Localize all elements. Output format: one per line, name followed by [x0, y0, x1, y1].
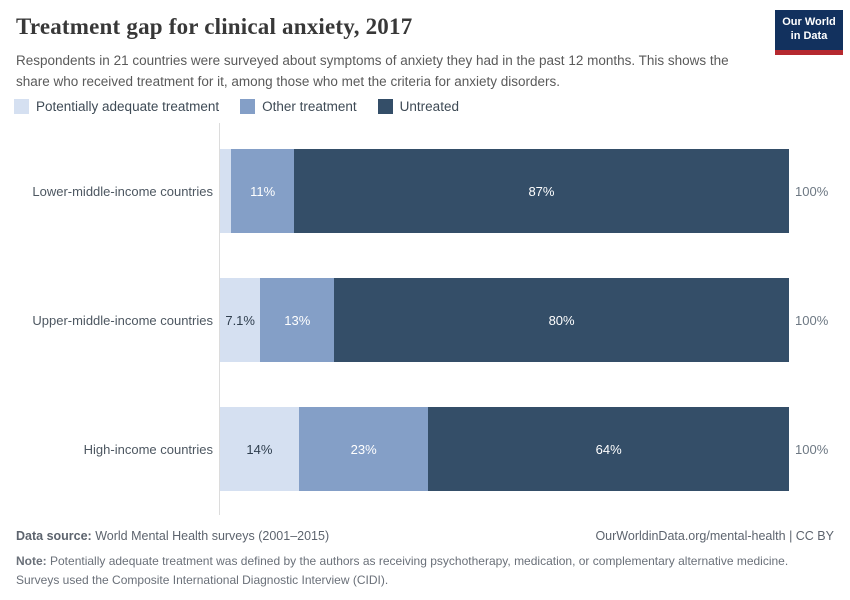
bar-value-label: 11%	[250, 183, 276, 199]
legend: Potentially adequate treatment Other trea…	[14, 99, 459, 114]
owid-url-link[interactable]: OurWorldinData.org/mental-health | CC BY	[595, 529, 834, 543]
chart-area: Lower-middle-income countries 11% 87% 100% U…	[0, 123, 850, 536]
footer: Data source: World Mental Health surveys…	[16, 529, 834, 589]
bar-value-label: 64%	[595, 441, 622, 457]
total-label: 100%	[795, 312, 829, 328]
legend-swatch-icon	[377, 99, 393, 114]
bar-segment[interactable]: 87%	[293, 149, 789, 233]
bar-segment[interactable]: 23%	[298, 407, 429, 491]
data-source-text: World Mental Health surveys (2001–2015)	[91, 529, 330, 543]
owid-logo-line1: Our World	[782, 16, 836, 28]
bar-value-label: 80%	[548, 312, 575, 328]
bar-segment[interactable]: 80%	[334, 278, 789, 362]
owid-logo-line2: in Data	[790, 29, 828, 42]
bar-segment[interactable]: 14%	[220, 407, 299, 491]
page-title: Treatment gap for clinical anxiety, 2017	[16, 14, 413, 39]
legend-label: Untreated	[399, 99, 459, 114]
footer-row: Data source: World Mental Health surveys…	[16, 529, 834, 543]
bar-segment[interactable]: 64%	[428, 407, 789, 491]
bar-segment[interactable]: 11%	[231, 149, 294, 233]
stacked-bar: 14% 23% 64%	[220, 407, 789, 491]
bar-value-label: 14%	[246, 441, 273, 457]
bar-value-label: 13%	[284, 312, 311, 328]
legend-item[interactable]: Untreated	[377, 99, 459, 114]
chart-row: Upper-middle-income countries 7.1% 13% 80% 1…	[0, 278, 850, 362]
category-label: Lower-middle-income countries	[32, 183, 213, 199]
stacked-bar: 7.1% 13% 80%	[220, 278, 789, 362]
bar-value-label: 87%	[528, 183, 555, 199]
legend-label: Potentially adequate treatment	[36, 99, 220, 114]
bar-segment[interactable]	[220, 149, 232, 233]
bar-segment[interactable]: 7.1%	[220, 278, 261, 362]
chart-row: High-income countries 14% 23% 64% 100%	[0, 407, 850, 491]
data-source-label: Data source:	[16, 529, 92, 543]
legend-swatch-icon	[14, 99, 29, 114]
owid-logo[interactable]: Our World in Data	[775, 10, 843, 55]
bar-value-label: 23%	[350, 441, 377, 457]
stacked-bar: 11% 87%	[220, 149, 789, 233]
note-label: Note:	[16, 554, 47, 568]
total-label: 100%	[795, 441, 829, 457]
chart-subtitle: Respondents in 21 countries were surveye…	[16, 53, 729, 89]
y-axis-line	[219, 123, 220, 515]
legend-item[interactable]: Other treatment	[240, 99, 357, 114]
note-text: Potentially adequate treatment was defin…	[16, 554, 789, 587]
data-source: Data source: World Mental Health surveys…	[16, 529, 329, 543]
bar-segment[interactable]: 13%	[260, 278, 335, 362]
total-label: 100%	[795, 183, 829, 199]
category-label: High-income countries	[83, 441, 213, 457]
header: Treatment gap for clinical anxiety, 2017…	[16, 14, 756, 93]
chart-rows: Lower-middle-income countries 11% 87% 100% U…	[0, 149, 850, 491]
legend-label: Other treatment	[262, 99, 357, 114]
footer-note: Note: Potentially adequate treatment was…	[16, 552, 798, 589]
chart-row: Lower-middle-income countries 11% 87% 100%	[0, 149, 850, 233]
bar-value-label: 7.1%	[225, 312, 255, 328]
legend-item[interactable]: Potentially adequate treatment	[14, 99, 219, 114]
category-label: Upper-middle-income countries	[32, 312, 213, 328]
legend-swatch-icon	[240, 99, 256, 114]
